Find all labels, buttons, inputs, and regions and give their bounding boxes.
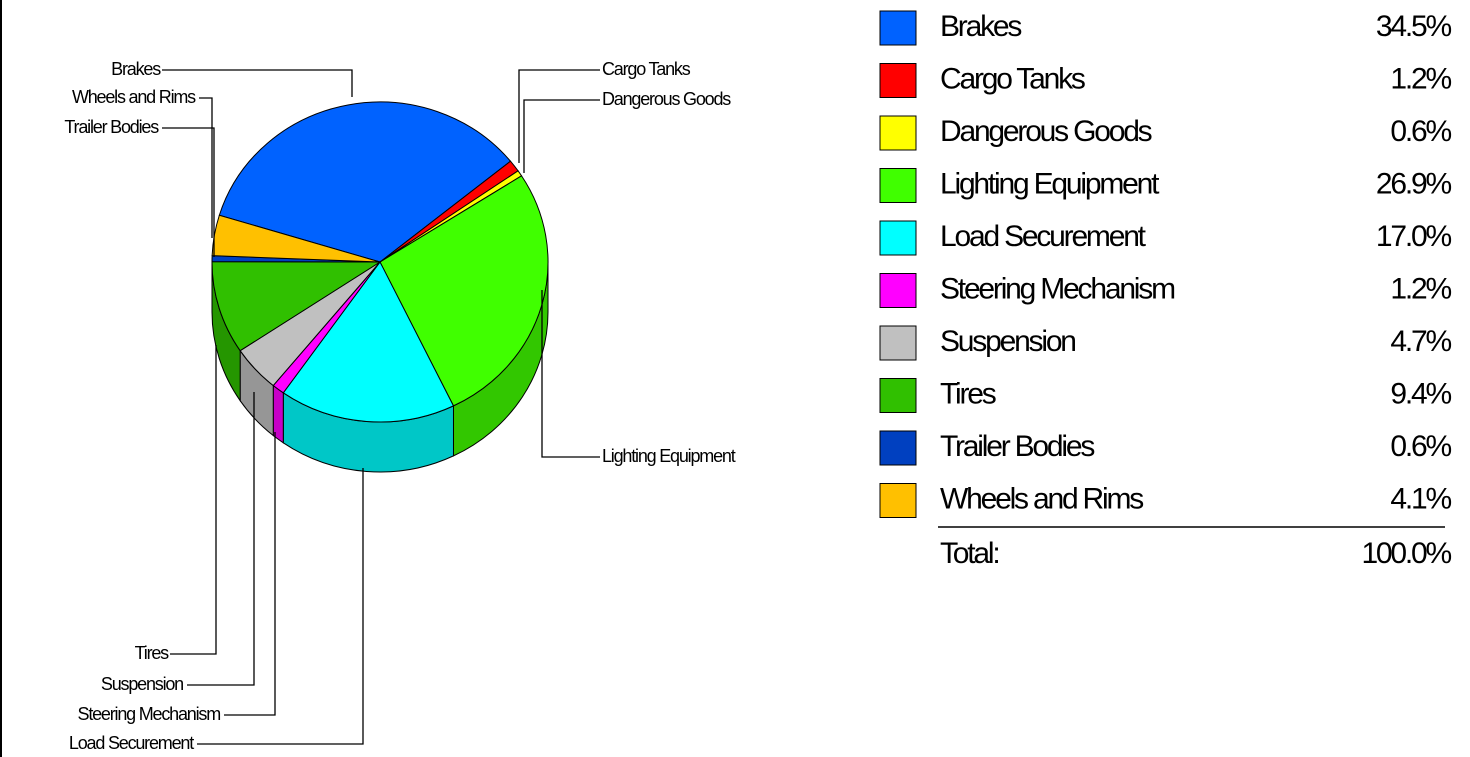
legend-value: 4.1% <box>1390 482 1451 515</box>
legend-swatch <box>879 430 917 466</box>
legend-value: 4.7% <box>1390 325 1451 358</box>
legend-value: 34.5% <box>1376 10 1452 43</box>
legend-value: 17.0% <box>1376 220 1452 253</box>
legend-label: Cargo Tanks <box>940 62 1085 95</box>
legend-label: Suspension <box>940 325 1075 358</box>
leader-line <box>162 127 215 257</box>
legend-label: Lighting Equipment <box>940 167 1160 200</box>
legend-value: 0.6% <box>1390 115 1451 148</box>
legend-swatch <box>879 378 917 413</box>
legend-swatch <box>879 325 917 361</box>
legend-value: 1.2% <box>1390 272 1451 305</box>
leader-line <box>197 468 364 745</box>
slice-label: Dangerous Goods <box>602 89 731 109</box>
slice-label: Steering Mechanism <box>78 704 221 724</box>
leader-line <box>541 290 600 458</box>
leader-line <box>224 432 276 716</box>
legend-value: 9.4% <box>1390 377 1451 410</box>
legend-swatch <box>879 220 917 256</box>
legend-value: 1.2% <box>1390 62 1451 95</box>
slice-label: Wheels and Rims <box>72 87 196 107</box>
legend-label: Tires <box>940 377 996 410</box>
slice-label: Trailer Bodies <box>64 117 159 137</box>
slice-label: Suspension <box>101 674 183 694</box>
leader-line <box>523 99 600 173</box>
legend-swatch <box>879 483 917 518</box>
pie-slice <box>218 101 512 263</box>
total-value: 100.0% <box>1361 537 1451 570</box>
slice-label: Tires <box>135 643 170 663</box>
legend-label: Wheels and Rims <box>940 482 1143 515</box>
pie-slice <box>282 261 455 423</box>
leader-line <box>199 97 213 238</box>
leader-line <box>187 392 255 686</box>
pie-slice <box>211 261 382 352</box>
legend-value: 26.9% <box>1376 167 1452 200</box>
legend-label: Brakes <box>940 10 1021 43</box>
leader-line <box>518 69 600 163</box>
slice-label: Lighting Equipment <box>602 446 736 466</box>
total-label: Total: <box>940 537 999 570</box>
legend-label: Steering Mechanism <box>940 272 1175 305</box>
leader-line <box>170 345 217 655</box>
legend-swatch <box>879 273 917 308</box>
legend-label: Trailer Bodies <box>940 430 1094 463</box>
legend-swatch <box>879 10 917 46</box>
legend-label: Load Securement <box>940 220 1147 253</box>
slice-label: Brakes <box>111 59 161 79</box>
slice-label: Cargo Tanks <box>602 59 691 79</box>
legend-value: 0.6% <box>1390 430 1451 463</box>
legend-swatch <box>879 115 917 151</box>
leader-line <box>162 69 353 97</box>
legend-swatch <box>879 63 917 98</box>
slice-label: Load Securement <box>69 733 194 753</box>
legend-swatch <box>879 168 917 203</box>
legend-label: Dangerous Goods <box>940 115 1152 148</box>
